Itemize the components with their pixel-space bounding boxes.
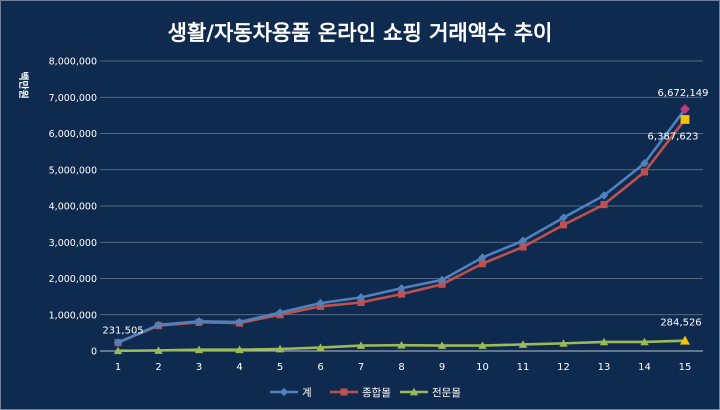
y-tick-label: 7,000,000 (49, 93, 97, 104)
legend-label: 종합몰 (362, 387, 391, 399)
legend-item: 계 (270, 387, 312, 399)
data-point (640, 337, 649, 346)
data-point (519, 243, 527, 251)
data-point (113, 338, 123, 347)
y-axis-ticks: 0 1,000,000 2,000,000 3,000,000 4,000,000 5,0… (49, 57, 97, 358)
data-point (478, 253, 487, 262)
data-point (235, 317, 244, 327)
data-point (518, 236, 528, 245)
data-point (599, 337, 609, 346)
x-tick-label: 5 (277, 362, 283, 373)
x-tick-label: 6 (317, 362, 323, 373)
data-point (357, 298, 365, 306)
data-point (559, 339, 568, 347)
data-point (194, 345, 204, 354)
x-tick-label: 4 (236, 362, 242, 373)
data-label: 6,672,149 (658, 88, 709, 99)
data-point (438, 280, 446, 288)
data-point (275, 308, 285, 317)
x-tick-label: 10 (476, 362, 489, 373)
data-point (518, 340, 528, 348)
y-tick-label: 1,000,000 (49, 310, 97, 321)
data-label: 231,505 (102, 326, 143, 337)
highlight-point (680, 104, 690, 115)
data-label: 6,387,623 (648, 131, 699, 142)
data-point (478, 341, 487, 349)
x-tick-label: 11 (517, 362, 530, 373)
y-tick-label: 8,000,000 (49, 57, 97, 68)
y-tick-label: 5,000,000 (49, 165, 97, 176)
gridlines (100, 60, 703, 316)
x-tick-label: 1 (115, 362, 121, 373)
legend-item: 전문몰 (400, 387, 461, 399)
data-point (316, 298, 325, 308)
data-point (437, 275, 447, 285)
x-tick-label: 15 (679, 362, 692, 373)
highlight-point (680, 335, 690, 345)
data-point (437, 341, 447, 349)
legend-label: 전문몰 (432, 387, 461, 399)
legend-item: 종합몰 (330, 387, 391, 399)
highlight-point (680, 115, 690, 124)
legend-label: 계 (302, 387, 312, 399)
data-point (600, 200, 608, 209)
legend-swatch-marker (340, 388, 348, 396)
data-point (235, 345, 244, 354)
data-point (397, 290, 406, 298)
x-tick-label: 7 (358, 362, 364, 373)
y-tick-label: 2,000,000 (49, 274, 97, 285)
data-point (356, 293, 366, 302)
series-1 (113, 104, 690, 347)
legend-swatch-marker (409, 387, 419, 396)
data-point (316, 343, 325, 351)
data-point (640, 168, 649, 176)
legend: 계 종합몰 전문몰 (270, 387, 461, 399)
data-label: 284,526 (660, 318, 701, 329)
data-point (478, 260, 487, 268)
x-tick-label: 3 (196, 362, 202, 373)
x-tick-label: 12 (557, 362, 570, 373)
x-tick-label: 14 (638, 362, 651, 373)
data-point (356, 341, 366, 349)
data-point (154, 346, 163, 354)
data-labels: 231,505 6,672,149 6,387,623 284,526 (102, 88, 708, 345)
chart-title: 생활/자동차용품 온라인 쇼핑 거래액수 추이 (168, 21, 553, 45)
data-point (599, 191, 609, 200)
x-tick-label: 13 (598, 362, 611, 373)
y-tick-label: 0 (91, 347, 97, 358)
y-tick-label: 6,000,000 (49, 129, 97, 140)
data-point (113, 346, 123, 355)
data-point (640, 159, 649, 168)
y-axis-label: 백만원 (17, 71, 30, 99)
series-layer (113, 104, 690, 355)
data-point (559, 213, 568, 222)
data-point (559, 221, 568, 229)
x-tick-label: 2 (155, 362, 161, 373)
data-point (397, 284, 406, 293)
data-point (194, 317, 204, 326)
data-point (397, 341, 406, 349)
data-point (275, 344, 285, 353)
x-tick-label: 8 (398, 362, 404, 373)
x-tick-label: 9 (439, 362, 445, 373)
legend-swatch-marker (279, 387, 289, 397)
y-tick-label: 3,000,000 (49, 238, 97, 249)
data-point (154, 320, 163, 330)
x-axis-ticks: 1 2 3 4 5 6 7 8 9 10 11 12 13 14 15 (115, 362, 692, 373)
y-tick-label: 4,000,000 (49, 202, 97, 213)
